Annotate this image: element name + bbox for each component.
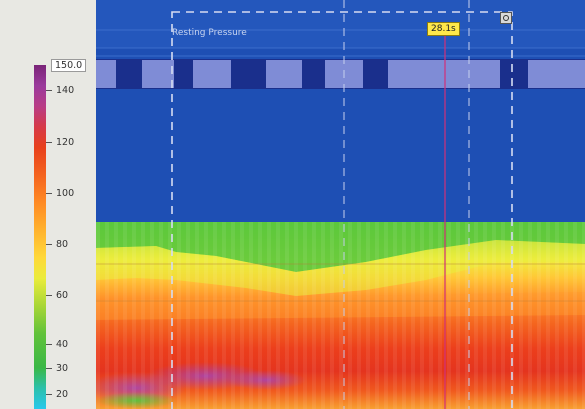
- scale-tick: [46, 394, 52, 395]
- scale-tick: [46, 368, 52, 369]
- scale-tick: [46, 244, 52, 245]
- scale-tick-label: 20: [56, 389, 69, 400]
- scale-tick: [46, 193, 52, 194]
- region-label: Resting Pressure: [172, 28, 247, 38]
- close-icon[interactable]: [500, 12, 512, 24]
- time-marker-badge[interactable]: 28.1s: [427, 22, 460, 36]
- color-scale-panel: 150.0 140 120 100 80 60 40 30 20: [0, 0, 96, 409]
- pressure-plot-canvas: [96, 0, 585, 409]
- scale-tick: [46, 90, 52, 91]
- scale-tick-label: 120: [56, 137, 75, 148]
- color-scale-max-value[interactable]: 150.0: [51, 59, 87, 72]
- scale-tick-label: 80: [56, 239, 69, 250]
- scale-tick-label: 140: [56, 85, 75, 96]
- scale-tick-label: 60: [56, 290, 69, 301]
- scale-tick-label: 40: [56, 339, 69, 350]
- scale-tick: [46, 142, 52, 143]
- pressure-topography-plot[interactable]: Resting Pressure 28.1s: [96, 0, 585, 409]
- scale-tick-label: 100: [56, 188, 75, 199]
- scale-tick: [46, 295, 52, 296]
- color-scale-bar: [34, 65, 46, 409]
- scale-tick: [46, 344, 52, 345]
- scale-tick-label: 30: [56, 363, 69, 374]
